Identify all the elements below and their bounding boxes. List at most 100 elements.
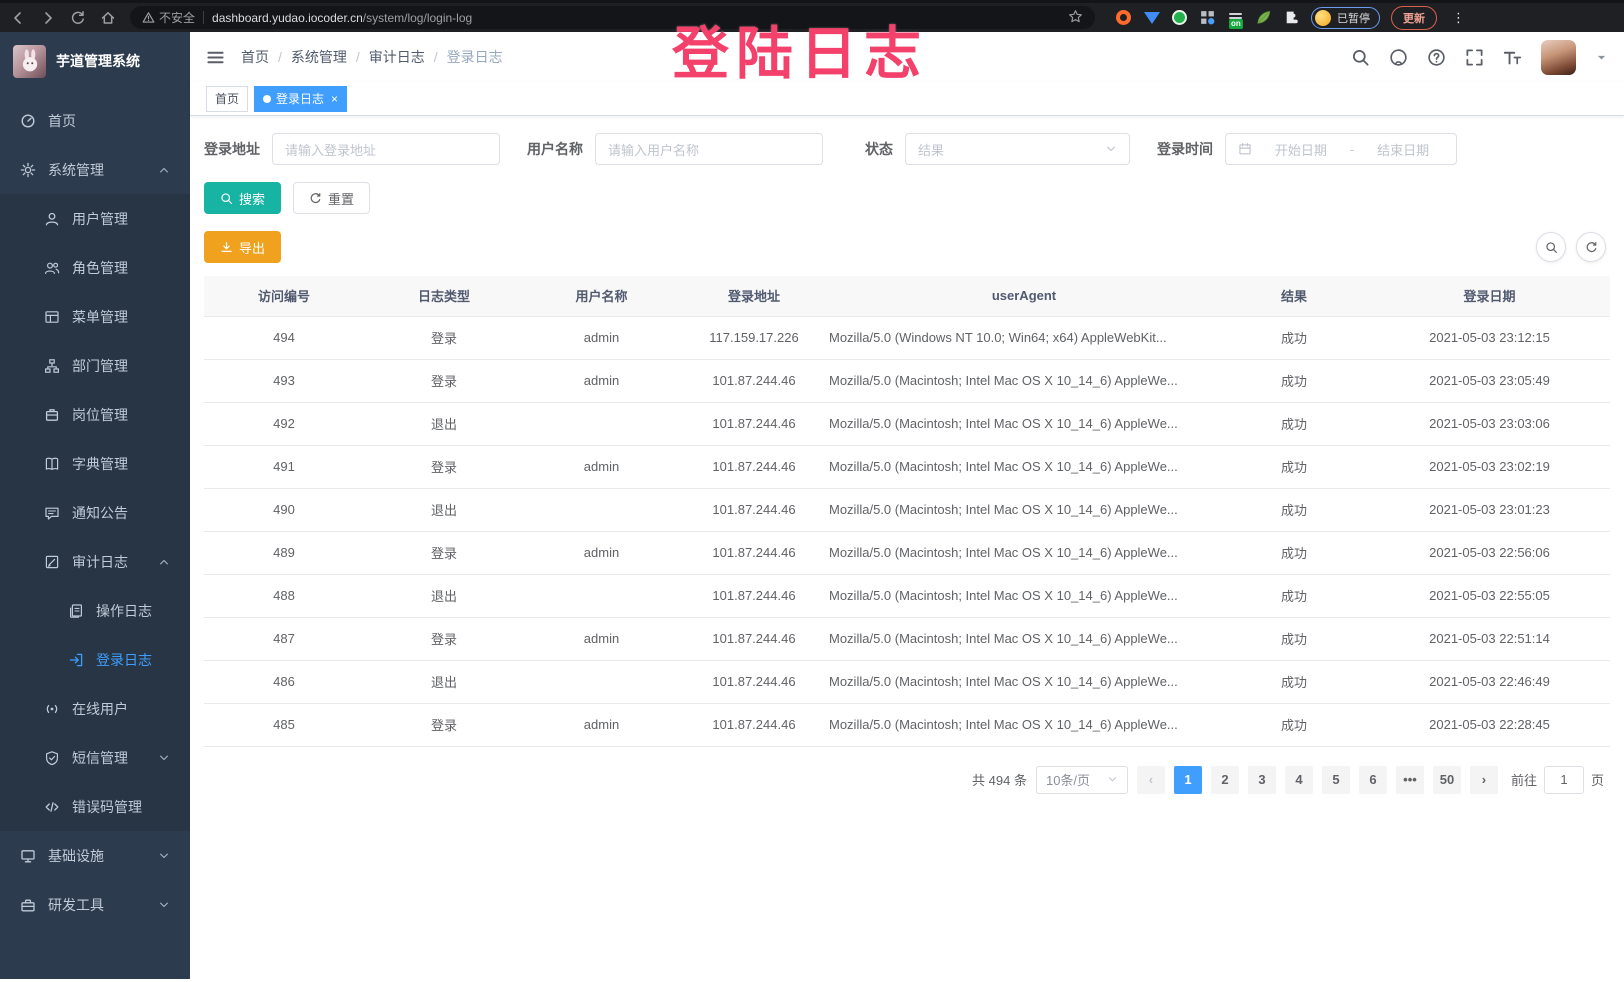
sidebar-item-4[interactable]: 菜单管理 xyxy=(0,292,190,341)
sidebar-item-8[interactable]: 通知公告 xyxy=(0,488,190,537)
toggle-search-icon xyxy=(1545,241,1558,254)
sidebar-item-5[interactable]: 部门管理 xyxy=(0,341,190,390)
docs-help-icon[interactable] xyxy=(1427,48,1446,67)
update-button[interactable]: 更新 xyxy=(1391,5,1437,30)
cell-type: 登录 xyxy=(364,531,524,575)
peoples-icon xyxy=(44,260,60,276)
login-address-input[interactable]: 请输入登录地址 xyxy=(272,133,500,165)
cell-result: 成功 xyxy=(1219,703,1369,747)
sidebar-item-10[interactable]: 操作日志 xyxy=(0,586,190,635)
cell-user: admin xyxy=(524,359,679,403)
extensions-puzzle-icon[interactable] xyxy=(1283,9,1300,26)
sidebar-item-6[interactable]: 岗位管理 xyxy=(0,390,190,439)
page-button-6[interactable]: 6 xyxy=(1358,765,1387,794)
extension-list-icon[interactable]: on xyxy=(1227,9,1244,29)
status-select[interactable]: 结果 xyxy=(905,133,1130,165)
toggle-search-button[interactable] xyxy=(1536,232,1566,262)
sidebar-item-14[interactable]: 错误码管理 xyxy=(0,782,190,831)
sidebar-item-16[interactable]: 研发工具 xyxy=(0,880,190,929)
cell-user-agent: Mozilla/5.0 (Macintosh; Intel Mac OS X 1… xyxy=(829,488,1219,532)
github-icon[interactable] xyxy=(1389,48,1408,67)
sidebar-menu: 首页 系统管理 用户管理 角色管理 菜单管理 部门管理 岗位管理 字典管理 通知公告 审计日志 操作… xyxy=(0,90,190,929)
sidebar-item-3[interactable]: 角色管理 xyxy=(0,243,190,292)
page-size-select[interactable]: 10条/页 xyxy=(1035,765,1128,794)
tree-icon xyxy=(44,358,60,374)
browser-back-icon[interactable] xyxy=(10,10,26,26)
cell-type: 退出 xyxy=(364,660,524,704)
date-range-picker[interactable]: 开始日期 - 结束日期 xyxy=(1225,133,1457,165)
goto-page-input[interactable]: 1 xyxy=(1543,765,1584,794)
page-content: 登录地址 请输入登录地址 用户名称 请输入用户名称 状态 结果 登录时间 xyxy=(190,116,1624,808)
gear-icon xyxy=(20,162,36,178)
search-icon[interactable] xyxy=(1351,48,1370,67)
tag-1[interactable]: 登录日志 × xyxy=(254,85,348,112)
sidebar-item-label: 登录日志 xyxy=(96,651,152,668)
sidebar-item-1[interactable]: 系统管理 xyxy=(0,145,190,194)
page-button-50[interactable]: 50 xyxy=(1432,765,1461,794)
extension-leaf-icon[interactable] xyxy=(1255,9,1272,26)
extension-orange-icon[interactable] xyxy=(1115,9,1132,26)
profile-paused-label: 已暂停 xyxy=(1337,12,1370,25)
cell-result: 成功 xyxy=(1219,359,1369,403)
bookmark-star-icon[interactable] xyxy=(1068,9,1083,27)
browser-home-icon[interactable] xyxy=(100,10,116,26)
more-pages-button[interactable]: ••• xyxy=(1395,765,1424,794)
sidebar-item-0[interactable]: 首页 xyxy=(0,96,190,145)
sidebar-item-15[interactable]: 基础设施 xyxy=(0,831,190,880)
page-button-3[interactable]: 3 xyxy=(1247,765,1276,794)
extension-gem-icon[interactable] xyxy=(1143,9,1160,26)
prev-page-button[interactable]: ‹ xyxy=(1136,765,1165,794)
browser-reload-icon[interactable] xyxy=(70,10,86,26)
reset-button[interactable]: 重置 xyxy=(293,182,371,214)
table-row: 489 登录 admin 101.87.244.46 Mozilla/5.0 (Maci… xyxy=(204,531,1610,575)
chevron-up-icon xyxy=(158,164,170,176)
cell-address: 101.87.244.46 xyxy=(679,703,829,747)
hamburger-icon[interactable] xyxy=(206,48,225,67)
avatar-caret-icon[interactable] xyxy=(1595,51,1608,64)
chevron-down-icon xyxy=(158,850,170,862)
sidebar-item-2[interactable]: 用户管理 xyxy=(0,194,190,243)
sidebar-item-12[interactable]: 在线用户 xyxy=(0,684,190,733)
address-bar[interactable]: 不安全 dashboard.yudao.iocoder.cn/system/lo… xyxy=(130,6,1095,29)
date-start-input[interactable]: 开始日期 xyxy=(1274,142,1327,158)
font-size-icon[interactable] xyxy=(1503,48,1522,67)
export-button[interactable]: 导出 xyxy=(204,231,282,263)
search-button[interactable]: 搜索 xyxy=(204,182,282,214)
page-button-4[interactable]: 4 xyxy=(1284,765,1313,794)
sidebar-item-13[interactable]: 短信管理 xyxy=(0,733,190,782)
sidebar-item-9[interactable]: 审计日志 xyxy=(0,537,190,586)
browser-forward-icon[interactable] xyxy=(40,10,56,26)
address-divider xyxy=(203,11,205,24)
fullscreen-icon[interactable] xyxy=(1465,48,1484,67)
extension-grid-icon[interactable] xyxy=(1199,9,1216,26)
profile-chip[interactable]: 已暂停 xyxy=(1311,6,1380,29)
breadcrumb-item-0[interactable]: 首页 xyxy=(241,49,269,65)
user-avatar[interactable] xyxy=(1541,39,1576,75)
cell-type: 登录 xyxy=(364,316,524,360)
sidebar-item-11[interactable]: 登录日志 xyxy=(0,635,190,684)
browser-menu-icon[interactable]: ⋮ xyxy=(1452,9,1465,25)
tag-close-icon[interactable]: × xyxy=(331,91,339,106)
extension-green-icon[interactable] xyxy=(1171,9,1188,26)
column-header-0: 访问编号 xyxy=(204,276,364,317)
breadcrumb-item-2[interactable]: 审计日志 xyxy=(368,49,425,65)
breadcrumb-item-1[interactable]: 系统管理 xyxy=(290,49,347,65)
refresh-table-button[interactable] xyxy=(1576,232,1606,262)
next-page-button[interactable]: › xyxy=(1469,765,1498,794)
tag-0[interactable]: 首页 xyxy=(206,85,249,112)
breadcrumb-item-3: 登录日志 xyxy=(446,49,503,65)
loginlog-icon xyxy=(68,652,84,668)
cell-user xyxy=(524,402,679,446)
date-separator: - xyxy=(1349,141,1355,157)
username-input[interactable]: 请输入用户名称 xyxy=(595,133,823,165)
logo-row[interactable]: 芋道管理系统 xyxy=(0,32,190,90)
sidebar-item-7[interactable]: 字典管理 xyxy=(0,439,190,488)
date-end-input[interactable]: 结束日期 xyxy=(1377,142,1430,158)
cell-result: 成功 xyxy=(1219,531,1369,575)
url-text[interactable]: dashboard.yudao.iocoder.cn/system/log/lo… xyxy=(212,10,473,25)
table-row: 485 登录 admin 101.87.244.46 Mozilla/5.0 (Maci… xyxy=(204,703,1610,747)
page-button-5[interactable]: 5 xyxy=(1321,765,1350,794)
page-button-2[interactable]: 2 xyxy=(1210,765,1239,794)
page-button-1[interactable]: 1 xyxy=(1173,765,1202,794)
security-warning[interactable]: 不安全 xyxy=(142,9,195,26)
